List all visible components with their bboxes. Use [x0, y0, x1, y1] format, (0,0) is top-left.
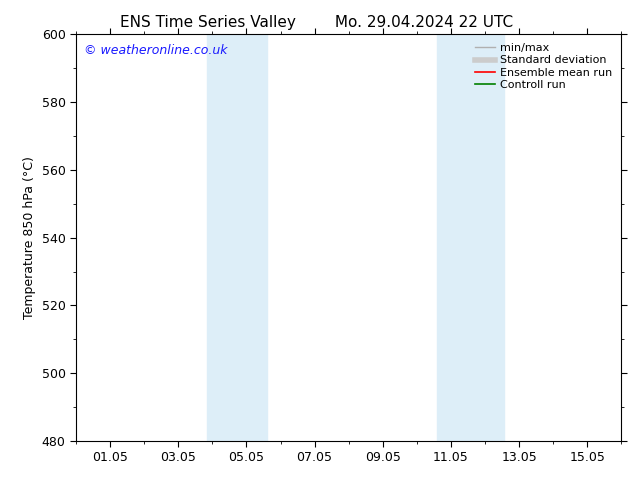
Y-axis label: Temperature 850 hPa (°C): Temperature 850 hPa (°C) [23, 156, 36, 319]
Text: ENS Time Series Valley        Mo. 29.04.2024 22 UTC: ENS Time Series Valley Mo. 29.04.2024 22… [120, 15, 514, 30]
Text: © weatheronline.co.uk: © weatheronline.co.uk [84, 45, 228, 57]
Bar [437, 34, 504, 441]
Bar [207, 34, 267, 441]
Legend: min/max, Standard deviation, Ensemble mean run, Controll run: min/max, Standard deviation, Ensemble me… [471, 40, 616, 93]
